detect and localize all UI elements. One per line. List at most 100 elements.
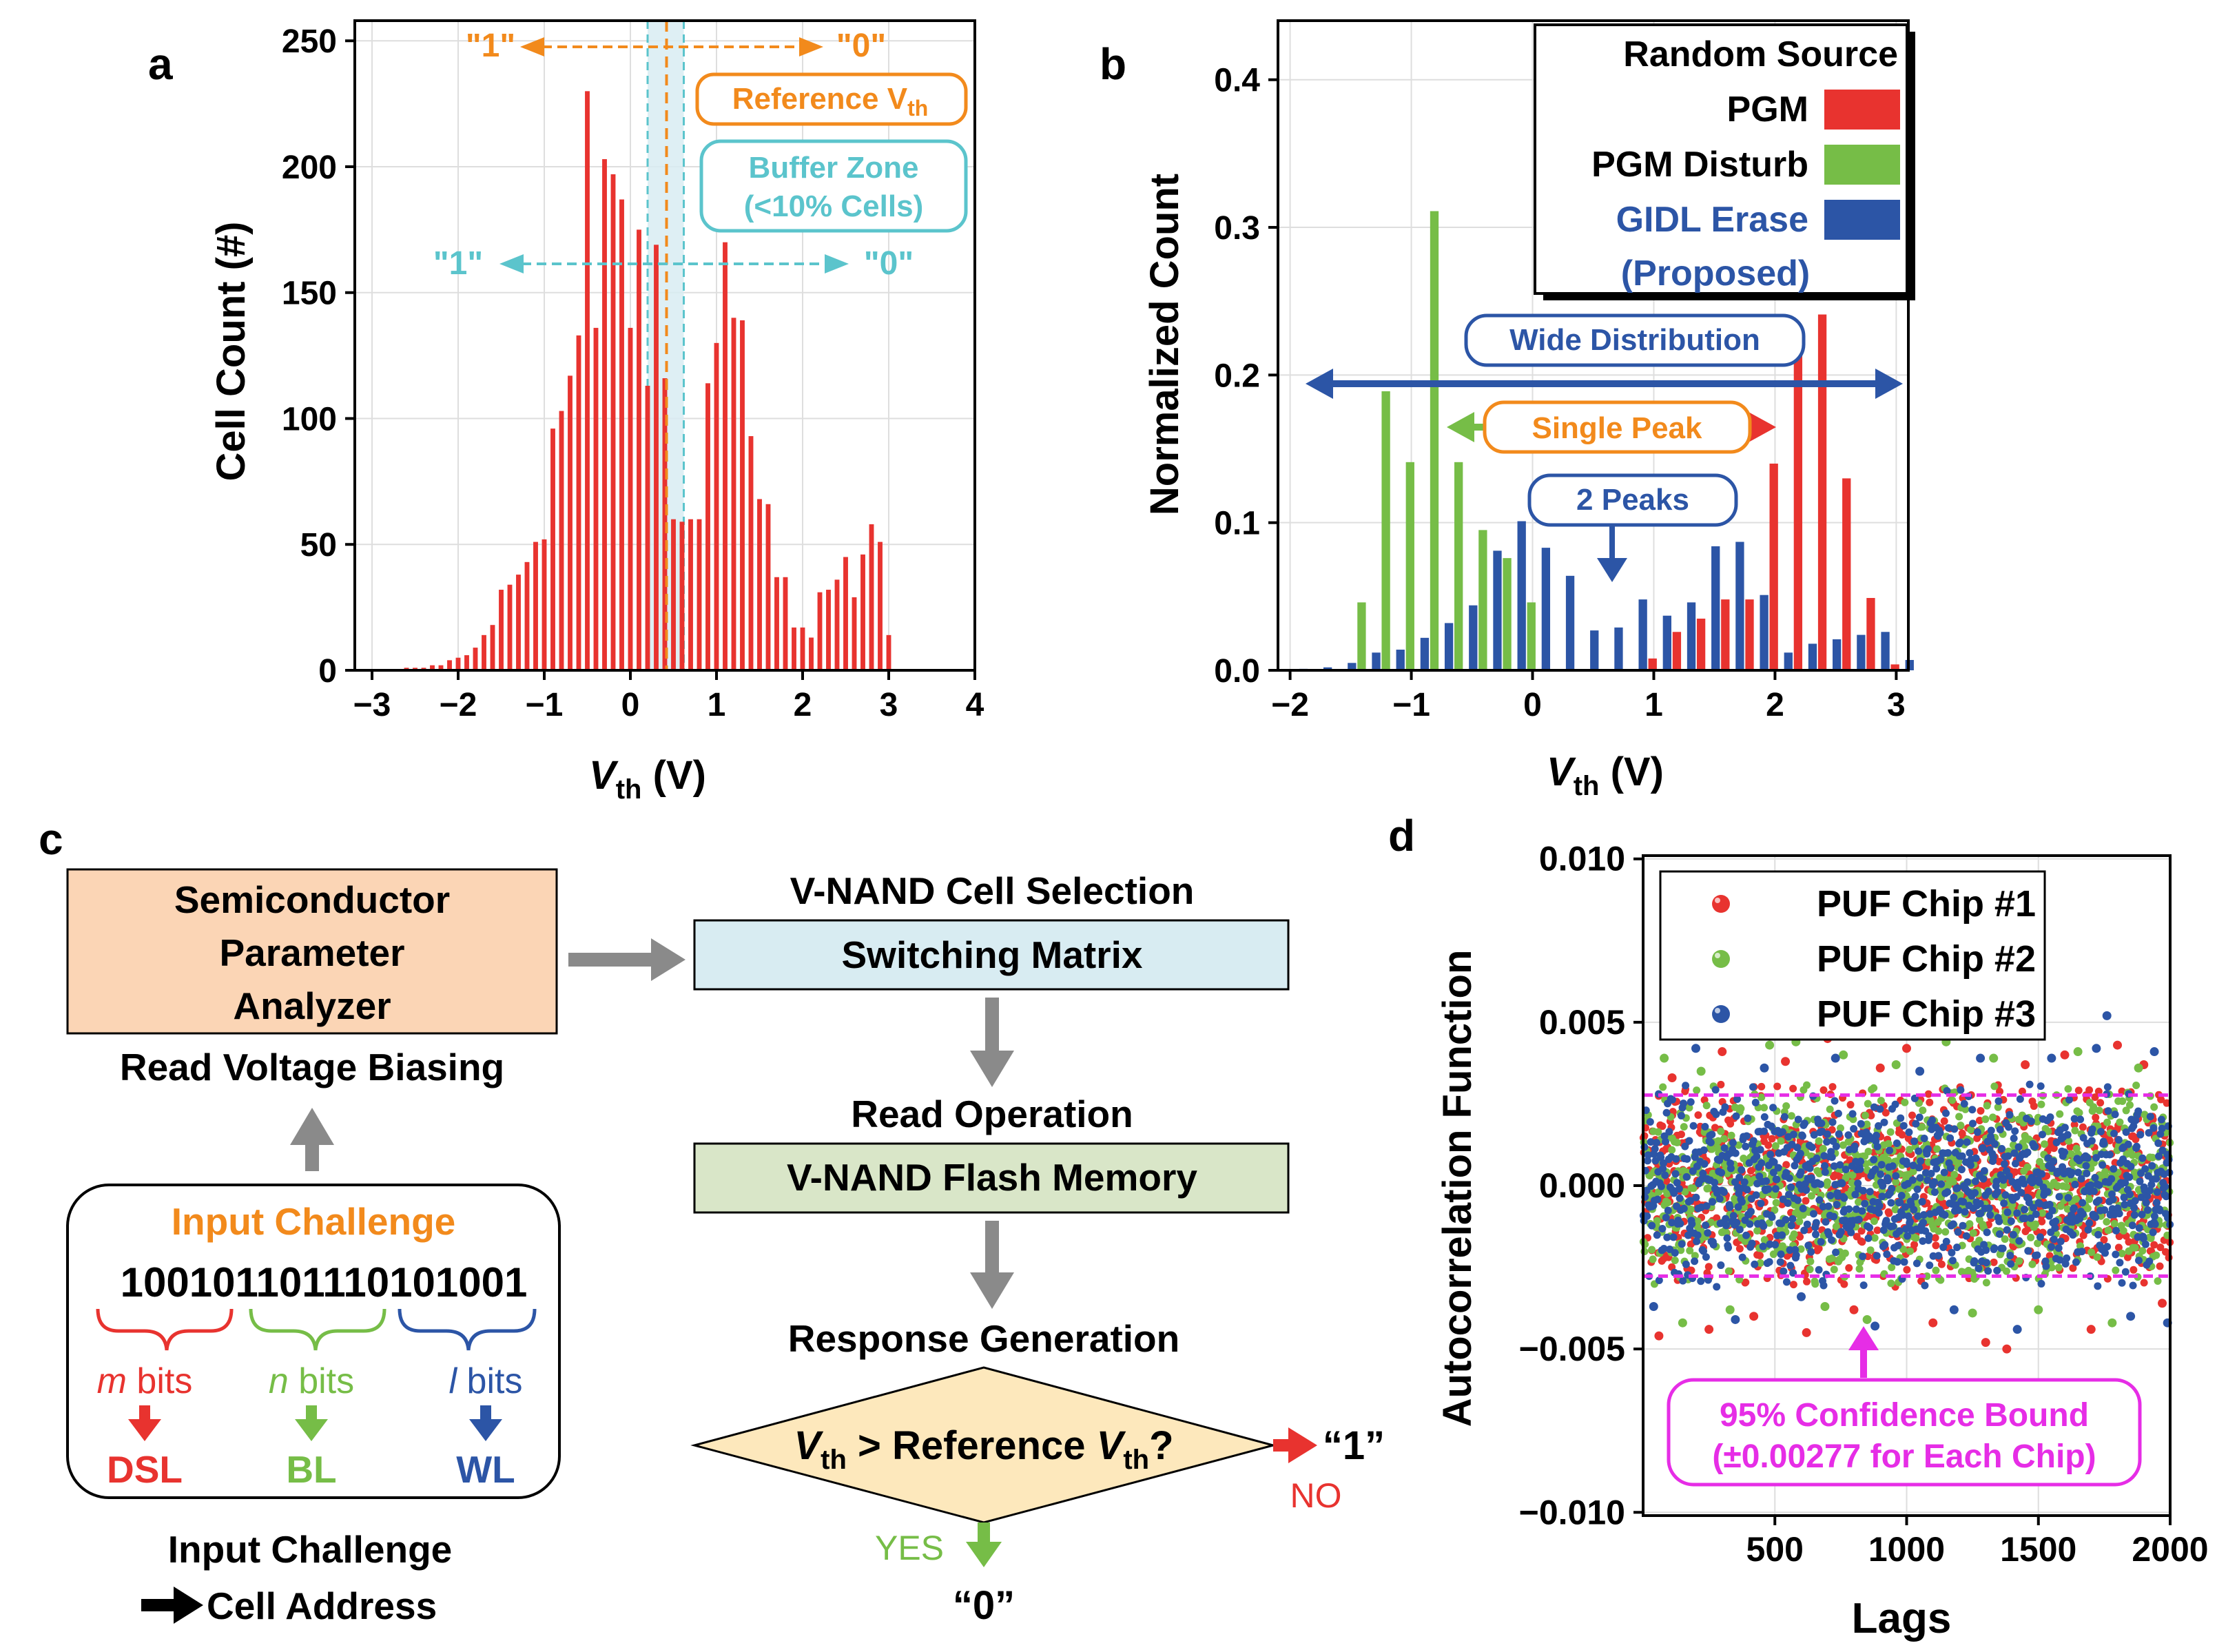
scatter-point bbox=[2112, 1226, 2121, 1235]
scatter-point bbox=[1737, 1198, 1746, 1206]
scatter-point bbox=[1819, 1144, 1827, 1153]
bar bbox=[1687, 602, 1696, 670]
scatter-point bbox=[1942, 1237, 1950, 1246]
scatter-point bbox=[1682, 1173, 1691, 1181]
scatter-point bbox=[2136, 1130, 2145, 1139]
panel-a-ylabel: Cell Count (#) bbox=[209, 222, 254, 482]
scatter-point bbox=[2065, 1095, 2074, 1104]
scatter-point bbox=[1803, 1220, 1811, 1228]
panel-label-c: c bbox=[39, 814, 63, 864]
scatter-point bbox=[1982, 1246, 1990, 1255]
scatter-point bbox=[1685, 1104, 1693, 1112]
scatter-point bbox=[1826, 1191, 1835, 1199]
m-bits-label: m bits bbox=[97, 1361, 193, 1401]
scatter-point bbox=[1768, 1213, 1776, 1221]
scatter-point bbox=[1910, 1241, 1919, 1249]
y-tick-label: 0.4 bbox=[1214, 63, 1260, 99]
flash-memory-box bbox=[693, 1142, 1290, 1214]
scatter-point bbox=[1685, 1137, 1693, 1145]
flash-memory-text: V-NAND Flash Memory bbox=[787, 1156, 1197, 1199]
scatter-point bbox=[1981, 1115, 1990, 1124]
scatter-point bbox=[1648, 1246, 1656, 1254]
scatter-point bbox=[2054, 1168, 2062, 1176]
scatter-point bbox=[1669, 1233, 1678, 1241]
scatter-point bbox=[1903, 1160, 1911, 1168]
scatter-point bbox=[1700, 1247, 1708, 1255]
scatter-point bbox=[1936, 1128, 1944, 1137]
scatter-point bbox=[1864, 1252, 1872, 1261]
x-tick-label: 1 bbox=[1644, 687, 1663, 723]
scatter-point bbox=[1899, 1122, 1908, 1130]
scatter-point bbox=[1782, 1216, 1790, 1224]
scatter-point bbox=[1643, 1212, 1651, 1220]
scatter-point bbox=[1941, 1228, 1950, 1236]
legend-marker-chip2 bbox=[1712, 950, 1730, 968]
scatter-point bbox=[1702, 1102, 1711, 1110]
scatter-point bbox=[1915, 1147, 1923, 1155]
scatter-point bbox=[2023, 1148, 2032, 1157]
arrow-matrix-to-read-head bbox=[970, 1051, 1014, 1087]
scatter-point bbox=[2021, 1215, 2029, 1223]
scatter-point bbox=[2155, 1152, 2163, 1160]
scatter-point bbox=[1848, 1110, 1857, 1118]
two-peaks-arrow-head bbox=[1597, 558, 1627, 582]
scatter-point bbox=[1715, 1195, 1724, 1203]
scatter-outlier bbox=[1968, 1308, 1977, 1318]
scatter-point bbox=[1828, 1118, 1837, 1126]
scatter-point bbox=[1824, 1202, 1833, 1210]
scatter-point bbox=[1822, 1218, 1830, 1226]
scatter-point bbox=[2015, 1237, 2023, 1245]
scatter-point bbox=[1877, 1170, 1885, 1178]
scatter-point bbox=[2033, 1251, 2041, 1259]
scatter-point bbox=[1996, 1126, 2004, 1134]
scatter-point bbox=[2032, 1220, 2040, 1228]
scatter-point bbox=[2154, 1277, 2162, 1285]
scatter-point bbox=[1823, 1137, 1831, 1146]
scatter-point bbox=[2130, 1211, 2138, 1219]
scatter-point bbox=[1794, 1115, 1802, 1124]
scatter-point bbox=[1657, 1153, 1665, 1161]
scatter-point bbox=[2014, 1143, 2023, 1151]
scatter-point bbox=[1941, 1211, 1949, 1219]
scatter-point bbox=[1785, 1174, 1793, 1182]
scatter-point bbox=[1979, 1175, 1988, 1183]
scatter-point bbox=[1881, 1241, 1889, 1249]
scatter-point bbox=[2118, 1249, 2126, 1257]
scatter-point bbox=[1672, 1155, 1680, 1163]
footer-line2: Cell Address bbox=[207, 1584, 437, 1627]
scatter-point bbox=[2078, 1248, 2086, 1256]
scatter-point bbox=[2050, 1235, 2058, 1243]
scatter-point bbox=[1873, 1226, 1881, 1235]
bar bbox=[516, 575, 521, 670]
scatter-point bbox=[1815, 1196, 1824, 1204]
bl-arrow-head bbox=[295, 1419, 328, 1441]
scatter-point bbox=[1963, 1178, 1972, 1186]
scatter-point bbox=[1673, 1179, 1681, 1187]
scatter-point bbox=[2051, 1224, 2059, 1232]
scatter-point bbox=[2044, 1127, 2052, 1135]
scatter-point bbox=[2064, 1085, 2072, 1093]
bar bbox=[464, 655, 469, 670]
scatter-point bbox=[1878, 1192, 1886, 1201]
scatter-point bbox=[2035, 1178, 2043, 1186]
scatter-point bbox=[2091, 1093, 2099, 1102]
scatter-point bbox=[1792, 1251, 1800, 1259]
scatter-point bbox=[1998, 1144, 2006, 1153]
scatter-point bbox=[1856, 1165, 1864, 1173]
scatter-point bbox=[2069, 1264, 2077, 1272]
panel-a-bars bbox=[404, 91, 891, 671]
scatter-point bbox=[1908, 1111, 1917, 1119]
scatter-point bbox=[1749, 1137, 1757, 1145]
scatter-point bbox=[2161, 1183, 2169, 1191]
scatter-point bbox=[1753, 1226, 1762, 1235]
scatter-point bbox=[1969, 1229, 1977, 1237]
scatter-point bbox=[1916, 1174, 1924, 1182]
scatter-point bbox=[1919, 1211, 1928, 1219]
scatter-point bbox=[1850, 1125, 1858, 1133]
bar bbox=[1614, 627, 1623, 670]
scatter-point bbox=[2005, 1123, 2013, 1131]
scatter-outlier bbox=[2073, 1047, 2083, 1057]
scatter-point bbox=[1815, 1244, 1823, 1252]
scatter-point bbox=[1914, 1212, 1922, 1220]
scatter-outlier bbox=[1691, 1044, 1700, 1053]
